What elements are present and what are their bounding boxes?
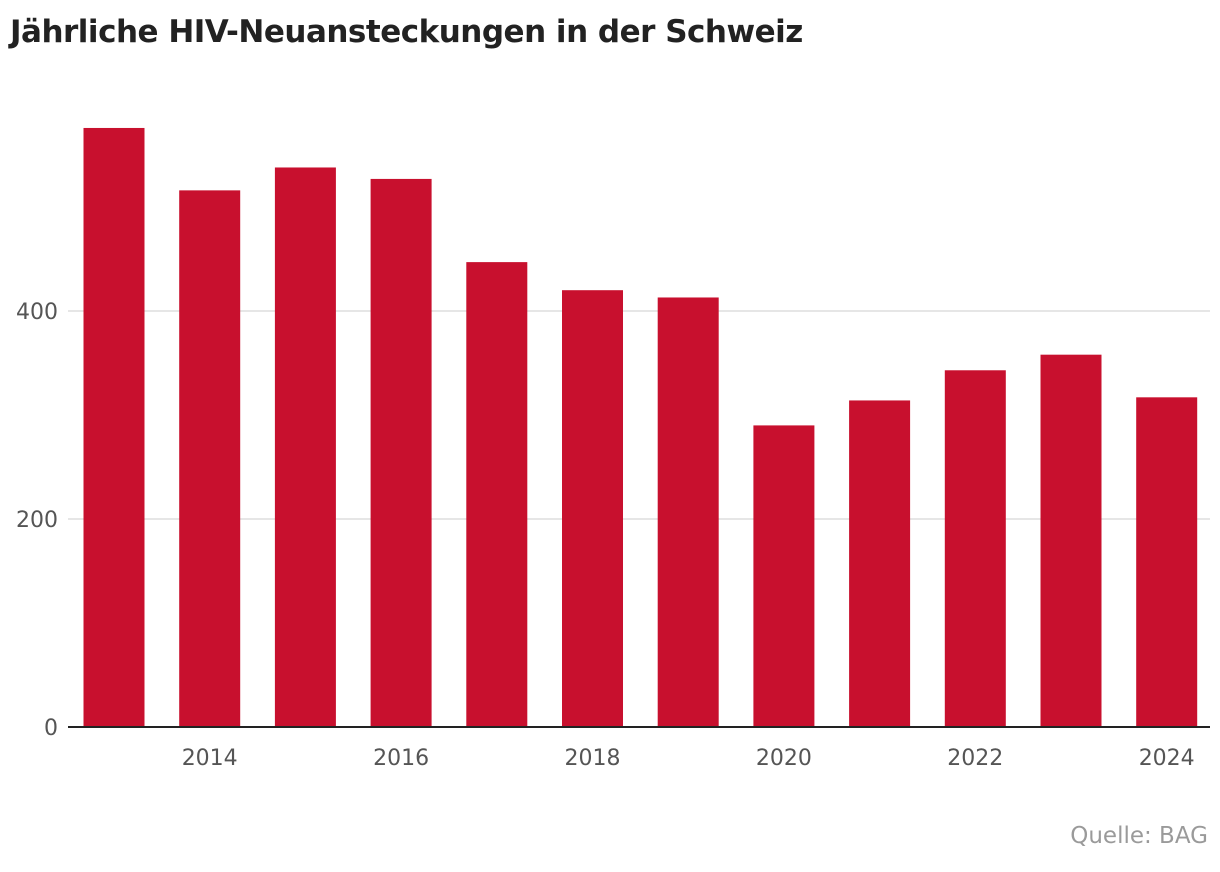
bars: [83, 127, 1198, 728]
bar-2021: [849, 400, 911, 727]
bar-2018: [562, 290, 623, 727]
bar-chart: 0 200 400 2014 2016 2018 2020 2022 2024: [16, 127, 1210, 771]
x-tick-label: 2016: [373, 746, 429, 771]
bar-2014: [179, 190, 241, 728]
grid-lines: [68, 310, 1210, 520]
x-tick-label: 2020: [756, 746, 812, 771]
source-note: Quelle: BAG: [1070, 823, 1208, 849]
axes: 0 200 400 2014 2016 2018 2020 2022 2024: [16, 300, 1210, 771]
x-tick-label: 2014: [182, 746, 238, 771]
bar-2023: [1040, 354, 1102, 727]
y-tick-label: 0: [44, 716, 58, 741]
y-tick-label: 400: [16, 300, 58, 325]
bar-2016: [370, 178, 432, 728]
bar-2024: [1136, 397, 1198, 727]
bar-2013: [83, 127, 145, 727]
y-tick-label: 200: [16, 508, 58, 533]
x-tick-label: 2024: [1139, 746, 1195, 771]
bar-2020: [753, 425, 815, 727]
x-tick-label: 2018: [565, 746, 621, 771]
x-tick-label: 2022: [947, 746, 1003, 771]
bar-2022: [944, 370, 1006, 727]
bar-2017: [466, 262, 528, 727]
bar-2015: [274, 167, 336, 728]
chart-title: Jährliche HIV-Neuansteckungen in der Sch…: [10, 14, 803, 50]
bar-2019: [657, 297, 719, 727]
